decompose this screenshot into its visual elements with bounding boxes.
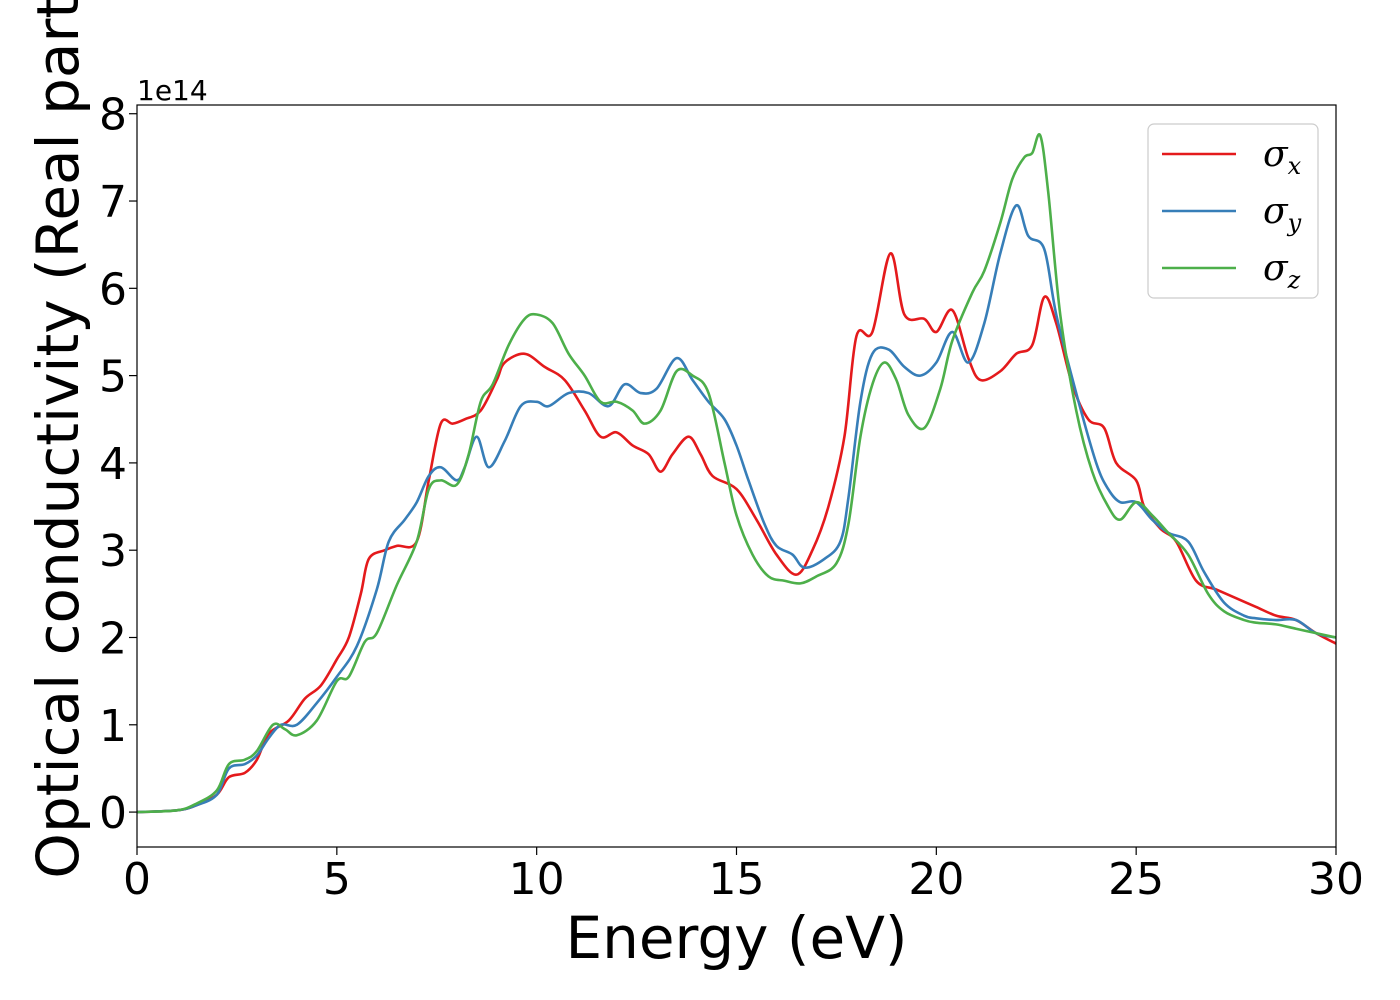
series-line-x: [137, 252, 1336, 814]
y-tick-label: 3: [99, 526, 127, 577]
legend-subscript: y: [1287, 209, 1302, 237]
x-tick-label: 5: [323, 854, 351, 905]
y-tick-label: 7: [99, 177, 127, 228]
x-tick-label: 25: [1108, 854, 1164, 905]
y-tick-label: 2: [99, 613, 127, 664]
legend-subscript: z: [1287, 266, 1301, 294]
x-tick-label: 30: [1308, 854, 1364, 905]
series-line-y: [137, 204, 1336, 814]
x-tick-label: 10: [509, 854, 565, 905]
y-tick-label: 6: [99, 264, 127, 315]
x-tick-label: 20: [908, 854, 964, 905]
y-axis-title: Optical conductivity (Real part): [24, 0, 92, 879]
x-tick-label: 0: [123, 854, 151, 905]
legend-label-x: σx: [1263, 134, 1302, 180]
series-layer: [137, 132, 1336, 814]
y-offset-label: 1e14: [137, 74, 208, 107]
y-tick-label: 5: [99, 352, 127, 403]
x-axis: 0 5 10 15 20 25 30: [123, 847, 1364, 905]
y-tick-label: 1: [99, 701, 127, 752]
y-tick-label: 8: [99, 90, 127, 141]
y-axis: 0 1 2 3 4 5 6 7 8: [99, 90, 137, 839]
x-tick-label: 15: [709, 854, 765, 905]
legend-subscript: x: [1288, 152, 1302, 180]
series-line-z: [137, 132, 1336, 814]
x-axis-title: Energy (eV): [565, 904, 907, 972]
y-tick-label: 4: [99, 439, 127, 490]
y-tick-label: 0: [99, 788, 127, 839]
